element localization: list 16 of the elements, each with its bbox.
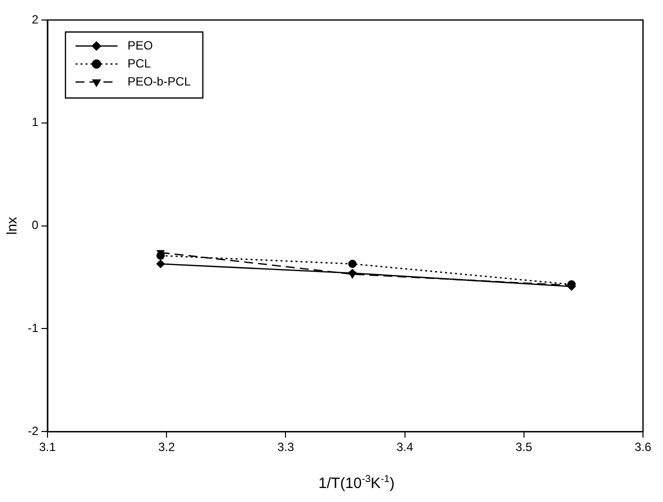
y-tick-label: -1 xyxy=(28,321,39,336)
y-tick-label: 1 xyxy=(32,115,39,130)
legend-label: PCL xyxy=(127,56,152,70)
x-tick-label: 3.6 xyxy=(634,440,652,454)
legend-label: PEO-b-PCL xyxy=(127,74,192,88)
x-tick-label: 3.4 xyxy=(396,440,414,454)
x-tick-label: 3.1 xyxy=(39,440,56,454)
x-tick-label: 3.5 xyxy=(516,440,533,454)
x-tick-label: 3.2 xyxy=(158,440,176,454)
x-axis-title: 1/T(10$^{-3}$K$^{-1}$) xyxy=(317,474,396,492)
y-tick-label: 0 xyxy=(32,218,39,232)
legend-label: PEO xyxy=(127,38,153,52)
x-tick-label: 3.3 xyxy=(277,440,294,454)
y-tick-label: 2 xyxy=(32,12,39,26)
y-axis-title: lnx xyxy=(3,216,20,235)
y-tick-label: -2 xyxy=(28,424,39,438)
